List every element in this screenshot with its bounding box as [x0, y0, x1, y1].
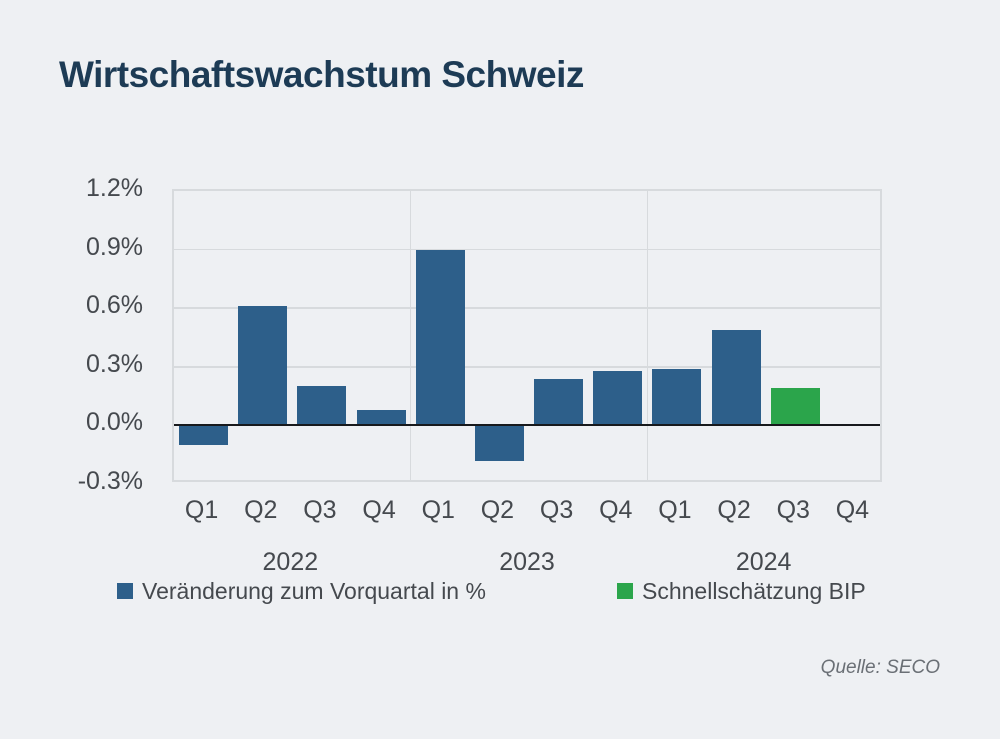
gridline-horizontal	[174, 307, 880, 309]
legend: Veränderung zum Vorquartal in % Schnellsc…	[0, 578, 1000, 604]
zero-axis-line	[174, 424, 880, 427]
bar-2022-q1	[179, 425, 229, 445]
y-tick-label: 0.3%	[86, 349, 143, 378]
legend-swatch-icon	[617, 583, 633, 599]
x-tick-label: Q4	[835, 496, 870, 524]
year-label-2024: 2024	[735, 548, 792, 576]
bar-2023-q2	[474, 425, 524, 461]
source-note: Quelle: SECO	[820, 657, 940, 678]
bar-2024-q1	[652, 368, 702, 426]
x-tick-label: Q2	[244, 496, 278, 524]
y-tick-label: 1.2%	[86, 174, 143, 202]
bar-2022-q4	[356, 409, 406, 426]
x-tick-label: Q3	[776, 496, 810, 524]
bar-2024-q3	[770, 388, 820, 426]
bar-2023-q3	[534, 378, 584, 426]
legend-label: Veränderung zum Vorquartal in %	[142, 577, 486, 604]
legend-item: Veränderung zum Vorquartal in %	[117, 578, 486, 604]
y-tick-label: -0.3%	[77, 467, 143, 495]
gridline-vertical-year-divider	[646, 191, 649, 480]
bar-2023-q1	[415, 249, 465, 426]
legend-swatch-icon	[117, 583, 133, 599]
bar-2024-q2	[711, 329, 761, 426]
x-tick-label: Q1	[658, 496, 692, 524]
x-tick-label: Q2	[717, 496, 751, 524]
year-label-2023: 2023	[499, 548, 555, 576]
y-tick-label: 0.9%	[86, 232, 143, 261]
plot-area	[172, 189, 882, 482]
y-tick-label: 0.0%	[86, 408, 143, 437]
x-tick-label: Q4	[599, 496, 633, 524]
x-tick-label: Q2	[480, 496, 515, 524]
gridline-vertical-year-divider	[409, 191, 412, 480]
x-tick-label: Q3	[539, 496, 574, 524]
chart-title: Wirtschaftswachstum Schweiz	[59, 54, 584, 95]
gridline-horizontal	[174, 366, 880, 368]
x-tick-label: Q4	[362, 496, 396, 524]
bar-2022-q2	[238, 306, 288, 426]
x-tick-label: Q3	[303, 496, 337, 524]
x-tick-label: Q1	[184, 496, 219, 524]
bar-2022-q3	[297, 386, 347, 426]
y-tick-label: 0.6%	[86, 291, 143, 320]
legend-label: Schnellschätzung BIP	[642, 577, 866, 604]
year-label-2022: 2022	[262, 548, 319, 576]
legend-item: Schnellschätzung BIP	[617, 578, 866, 604]
bar-2023-q4	[593, 370, 643, 426]
gridline-horizontal	[174, 248, 880, 251]
x-tick-label: Q1	[421, 496, 455, 524]
